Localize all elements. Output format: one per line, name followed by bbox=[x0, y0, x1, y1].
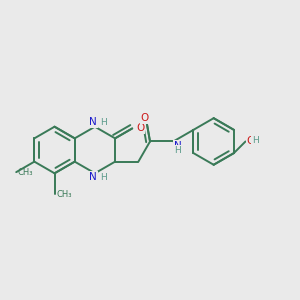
Text: O: O bbox=[141, 113, 149, 123]
Text: N: N bbox=[89, 118, 97, 128]
Text: O: O bbox=[247, 136, 255, 146]
Text: H: H bbox=[174, 146, 181, 155]
Text: H: H bbox=[100, 118, 107, 127]
Text: H: H bbox=[100, 173, 107, 182]
Text: O: O bbox=[136, 123, 144, 133]
Text: CH₃: CH₃ bbox=[56, 190, 72, 199]
Text: CH₃: CH₃ bbox=[18, 168, 33, 177]
Text: H: H bbox=[252, 136, 259, 145]
Text: N: N bbox=[174, 141, 182, 151]
Text: N: N bbox=[89, 172, 97, 182]
